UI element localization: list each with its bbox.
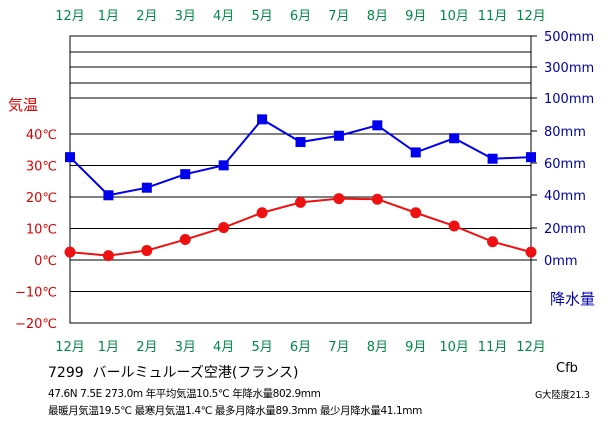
- temperature-point: [64, 246, 76, 258]
- temperature-point: [256, 207, 268, 219]
- grid-lines: [69, 35, 537, 324]
- temperature-point: [218, 222, 230, 234]
- temperature-tick-label: 30℃: [26, 160, 57, 175]
- precipitation-point: [410, 147, 421, 158]
- temperature-point: [179, 234, 191, 246]
- precipitation-tick-label: 300mm: [544, 61, 594, 76]
- temperature-point: [410, 207, 422, 219]
- precipitation-tick-label: 500mm: [544, 30, 594, 45]
- month-label-bottom: 3月: [175, 340, 196, 355]
- month-label-bottom: 1月: [98, 340, 119, 355]
- month-label-top: 5月: [251, 9, 272, 24]
- precipitation-point: [487, 153, 498, 164]
- month-label-top: 10月: [439, 9, 469, 24]
- month-label-top: 7月: [328, 9, 349, 24]
- month-label-top: 6月: [290, 9, 311, 24]
- precipitation-point: [295, 137, 306, 148]
- month-label-bottom: 12月: [55, 340, 85, 355]
- month-label-top: 8月: [367, 9, 388, 24]
- station-id: 7299: [48, 365, 84, 381]
- month-label-top: 12月: [55, 9, 85, 24]
- plot-border: [69, 35, 532, 324]
- precipitation-point: [333, 130, 344, 141]
- station-name: バールミュルーズ空港(フランス): [92, 365, 299, 381]
- temperature-tick-label: 0℃: [34, 254, 57, 269]
- month-label-top: 9月: [405, 9, 426, 24]
- precipitation-point: [372, 120, 383, 131]
- month-label-bottom: 2月: [136, 340, 157, 355]
- month-label-top: 4月: [213, 9, 234, 24]
- precipitation-point: [257, 114, 268, 125]
- precipitation-tick-label: 0mm: [544, 254, 578, 269]
- precipitation-tick-label: 60mm: [544, 157, 586, 172]
- month-label-top: 2月: [136, 9, 157, 24]
- temperature-point: [333, 193, 345, 205]
- precipitation-tick-label: 80mm: [544, 125, 586, 140]
- temperature-tick-label: 20℃: [26, 191, 57, 206]
- precipitation-point: [218, 160, 229, 171]
- month-label-bottom: 8月: [367, 340, 388, 355]
- precipitation-tick-label: 20mm: [544, 222, 586, 237]
- temperature-tick-label: −20℃: [15, 317, 57, 332]
- temperature-point: [371, 193, 383, 205]
- koppen-class: Cfb: [556, 361, 578, 376]
- month-label-bottom: 5月: [251, 340, 272, 355]
- temperature-point: [295, 196, 306, 208]
- temperature-tick-label: −10℃: [15, 286, 57, 301]
- precipitation-tick-label: 100mm: [544, 92, 594, 107]
- month-label-bottom: 7月: [328, 340, 349, 355]
- precipitation-line: [69, 118, 532, 197]
- temperature-axis-label: 気温: [8, 96, 38, 114]
- month-label-top: 11月: [478, 9, 508, 24]
- temperature-point: [102, 250, 114, 262]
- month-label-bottom: 12月: [516, 340, 546, 355]
- precipitation-point: [65, 152, 75, 163]
- month-label-top: 3月: [175, 9, 196, 24]
- continentality-index: G大陸度21.3: [535, 390, 590, 401]
- precipitation-tick-label: 40mm: [544, 189, 586, 204]
- top-month-labels: 12月 1月 2月 3月 4月 5月 6月 7月 8月 9月 10月 11月 12月: [55, 9, 546, 24]
- month-label-bottom: 6月: [290, 340, 311, 355]
- station-stats-line-1: 47.6N 7.5E 273.0m 年平均気温10.5℃ 年降水量802.9mm: [48, 388, 321, 400]
- temperature-point: [141, 245, 153, 257]
- temperature-tick-label: 40℃: [26, 128, 57, 143]
- month-label-bottom: 10月: [439, 340, 469, 355]
- month-label-top: 1月: [98, 9, 119, 24]
- month-label-bottom: 11月: [478, 340, 508, 355]
- precipitation-point: [141, 182, 152, 193]
- bottom-month-labels: 12月 1月 2月 3月 4月 5月 6月 7月 8月 9月 10月 11月 12月: [55, 340, 546, 355]
- temperature-series: [64, 193, 537, 262]
- temperature-point: [487, 236, 499, 248]
- station-stats-line-2: 最暖月気温19.5℃ 最寒月気温1.4℃ 最多月降水量89.3mm 最少月降水量…: [48, 405, 422, 417]
- temperature-tick-labels: 40℃ 30℃ 20℃ 10℃ 0℃ −10℃ −20℃: [15, 128, 57, 332]
- month-label-bottom: 4月: [213, 340, 234, 355]
- month-label-top: 12月: [516, 9, 546, 24]
- month-label-bottom: 9月: [405, 340, 426, 355]
- precipitation-point: [180, 169, 191, 180]
- precipitation-point: [449, 133, 460, 144]
- temperature-tick-label: 10℃: [26, 223, 57, 238]
- station-title: 7299 バールミュルーズ空港(フランス): [48, 362, 299, 382]
- precipitation-series: [65, 114, 536, 201]
- precipitation-point: [103, 190, 114, 201]
- temperature-point: [525, 246, 537, 258]
- precipitation-tick-labels: 500mm 300mm 100mm 80mm 60mm 40mm 20mm 0mm: [544, 30, 594, 269]
- precipitation-axis-label: 降水量: [550, 290, 595, 308]
- precipitation-point: [526, 152, 536, 163]
- temperature-point: [448, 220, 460, 232]
